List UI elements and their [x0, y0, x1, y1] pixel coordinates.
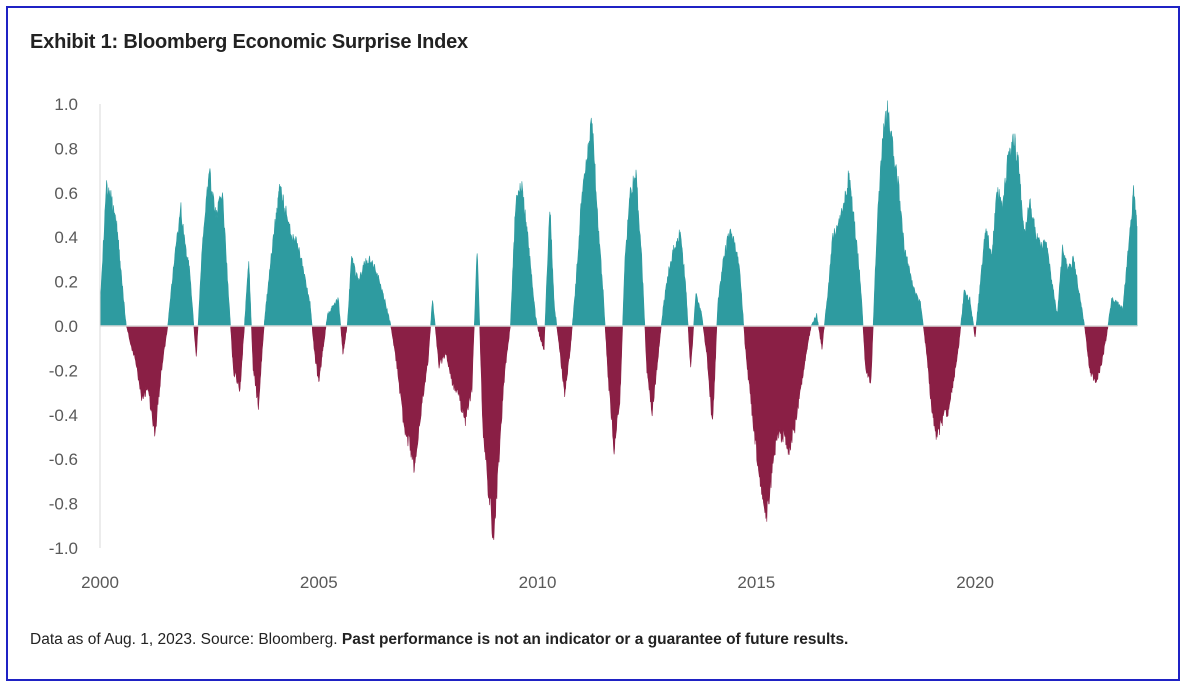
y-tick-label: 0.6: [54, 184, 78, 203]
y-tick-label: 0.2: [54, 273, 78, 292]
negative-area-segment: [862, 325, 874, 384]
x-tick-label: 2020: [956, 573, 994, 592]
x-tick-label: 2010: [519, 573, 557, 592]
positive-area-segment: [167, 202, 195, 327]
positive-area-segment: [244, 261, 252, 327]
negative-area-segment: [702, 325, 718, 420]
positive-area-segment: [960, 289, 974, 327]
positive-area-segment: [975, 133, 1085, 327]
positive-area-segment: [99, 180, 127, 327]
footnote-source: Data as of Aug. 1, 2023. Source: Bloombe…: [30, 631, 338, 648]
negative-area-segment: [311, 325, 327, 382]
y-tick-label: -0.2: [49, 361, 78, 380]
chart-title: Exhibit 1: Bloomberg Economic Surprise I…: [30, 31, 468, 53]
positive-area-segment: [810, 313, 819, 327]
positive-area-segment: [571, 117, 606, 327]
negative-area-segment: [644, 325, 662, 417]
positive-area-segment: [1107, 185, 1138, 327]
negative-area-segment: [390, 325, 431, 473]
y-tick-label: -1.0: [49, 539, 78, 558]
y-tick-label: -0.6: [49, 450, 78, 469]
negative-area-segment: [922, 325, 962, 440]
negative-area-segment: [479, 325, 511, 541]
negative-area-segment: [537, 325, 546, 350]
negative-area-segment: [687, 325, 694, 368]
positive-area-segment: [693, 293, 704, 327]
x-tick-label: 2015: [737, 573, 775, 592]
positive-area-segment: [473, 253, 481, 327]
negative-area-segment: [434, 325, 475, 426]
positive-area-segment: [510, 181, 538, 327]
negative-area-segment: [193, 325, 199, 357]
positive-area-segment: [263, 184, 313, 327]
positive-area-segment: [544, 211, 558, 327]
positive-area-segment: [325, 297, 342, 327]
negative-area-segment: [818, 325, 825, 350]
negative-area-segment: [251, 325, 265, 410]
x-axis-ticks: 2000 2005 2010 2015 2020: [81, 573, 994, 592]
positive-area-segment: [872, 100, 924, 327]
positive-area-segment: [197, 168, 231, 327]
y-tick-label: 0.4: [54, 228, 78, 247]
negative-area-segment: [604, 325, 623, 455]
chart-frame: [6, 6, 1180, 681]
chart-footnote: Data as of Aug. 1, 2023. Source: Bloombe…: [30, 631, 848, 649]
y-tick-label: 1.0: [54, 95, 78, 114]
positive-area-segment: [716, 228, 745, 327]
positive-area-segment: [824, 170, 864, 327]
y-tick-label: 0.0: [54, 317, 78, 336]
x-tick-label: 2005: [300, 573, 338, 592]
positive-area-segment: [660, 229, 689, 327]
negative-area-segment: [556, 325, 573, 397]
negative-area-segment: [1084, 325, 1109, 384]
y-tick-label: 0.8: [54, 139, 78, 158]
negative-area-segment: [973, 325, 977, 338]
negative-area-segment: [340, 325, 348, 355]
x-tick-label: 2000: [81, 573, 119, 592]
negative-area-segment: [230, 325, 245, 392]
positive-area-segment: [622, 169, 646, 327]
y-tick-label: -0.8: [49, 495, 78, 514]
y-tick-label: -0.4: [49, 406, 78, 425]
negative-area-segment: [125, 325, 169, 437]
positive-area-segment: [430, 300, 436, 327]
positive-area-segment: [346, 255, 392, 327]
y-axis-ticks: 1.0 0.8 0.6 0.4 0.2 0.0 -0.2 -0.4 -0.6 -0.8 -1.0: [49, 95, 78, 558]
footnote-disclaimer: Past performance is not an indicator or …: [341, 631, 849, 648]
negative-area-segment: [743, 325, 812, 522]
area-layer: [99, 100, 1138, 541]
